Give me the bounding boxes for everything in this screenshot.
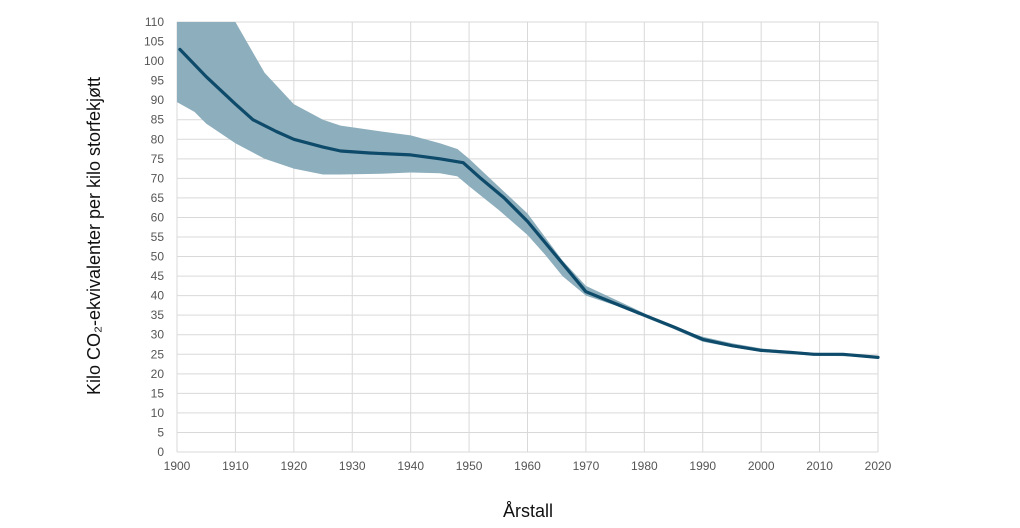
x-axis-label: Årstall xyxy=(503,501,553,521)
series-line-layer xyxy=(178,47,880,359)
x-tick-label-11: 2010 xyxy=(806,459,833,473)
y-tick-label-1: 5 xyxy=(157,425,164,439)
x-tick-label-9: 1990 xyxy=(689,459,716,473)
confidence-band-layer xyxy=(177,22,878,359)
y-tick-label-10: 50 xyxy=(151,250,165,264)
y-tick-label-15: 75 xyxy=(151,152,165,166)
y-tick-label-17: 85 xyxy=(151,113,165,127)
x-tick-label-10: 2000 xyxy=(748,459,775,473)
y-tick-label-3: 15 xyxy=(151,386,165,400)
y-tick-label-16: 80 xyxy=(151,132,165,146)
x-tick-label-12: 2020 xyxy=(865,459,892,473)
x-tick-label-0: 1900 xyxy=(164,459,191,473)
y-tick-label-11: 55 xyxy=(151,230,165,244)
y-tick-label-14: 70 xyxy=(151,171,165,185)
x-tick-label-6: 1960 xyxy=(514,459,541,473)
y-tick-label-8: 40 xyxy=(151,289,165,303)
x-tick-label-1: 1910 xyxy=(222,459,249,473)
y-tick-label-22: 110 xyxy=(145,15,164,29)
x-tick-label-4: 1940 xyxy=(397,459,424,473)
y-tick-label-13: 65 xyxy=(151,191,165,205)
y-axis-ticks: 0 5 10 15 20 25 30 35 40 45 50 55 60 65 70 75 80 85 90 95 10… xyxy=(144,15,164,459)
uncertainty-band xyxy=(177,22,878,359)
y-tick-label-0: 0 xyxy=(157,445,164,459)
y-tick-label-2: 10 xyxy=(151,406,165,420)
x-tick-label-5: 1950 xyxy=(456,459,483,473)
y-tick-label-18: 90 xyxy=(151,93,165,107)
x-tick-label-8: 1980 xyxy=(631,459,658,473)
y-tick-label-5: 25 xyxy=(151,347,165,361)
y-axis-label: Kilo CO₂-ekvivalenter per kilo storfekjø… xyxy=(84,77,104,395)
y-tick-label-9: 45 xyxy=(151,269,165,283)
y-tick-label-19: 95 xyxy=(151,74,165,88)
y-tick-label-20: 100 xyxy=(144,54,164,68)
x-axis-ticks: 1900 1910 1920 1930 1940 1950 1960 1970 1980 1990… xyxy=(164,459,892,473)
grid xyxy=(176,21,879,453)
y-tick-label-4: 20 xyxy=(151,367,165,381)
y-tick-label-21: 105 xyxy=(144,35,164,49)
y-tick-label-12: 60 xyxy=(151,210,165,224)
y-tick-label-6: 30 xyxy=(151,328,165,342)
x-tick-label-2: 1920 xyxy=(280,459,307,473)
x-tick-label-3: 1930 xyxy=(339,459,366,473)
x-tick-label-7: 1970 xyxy=(573,459,600,473)
y-tick-label-7: 35 xyxy=(151,308,165,322)
